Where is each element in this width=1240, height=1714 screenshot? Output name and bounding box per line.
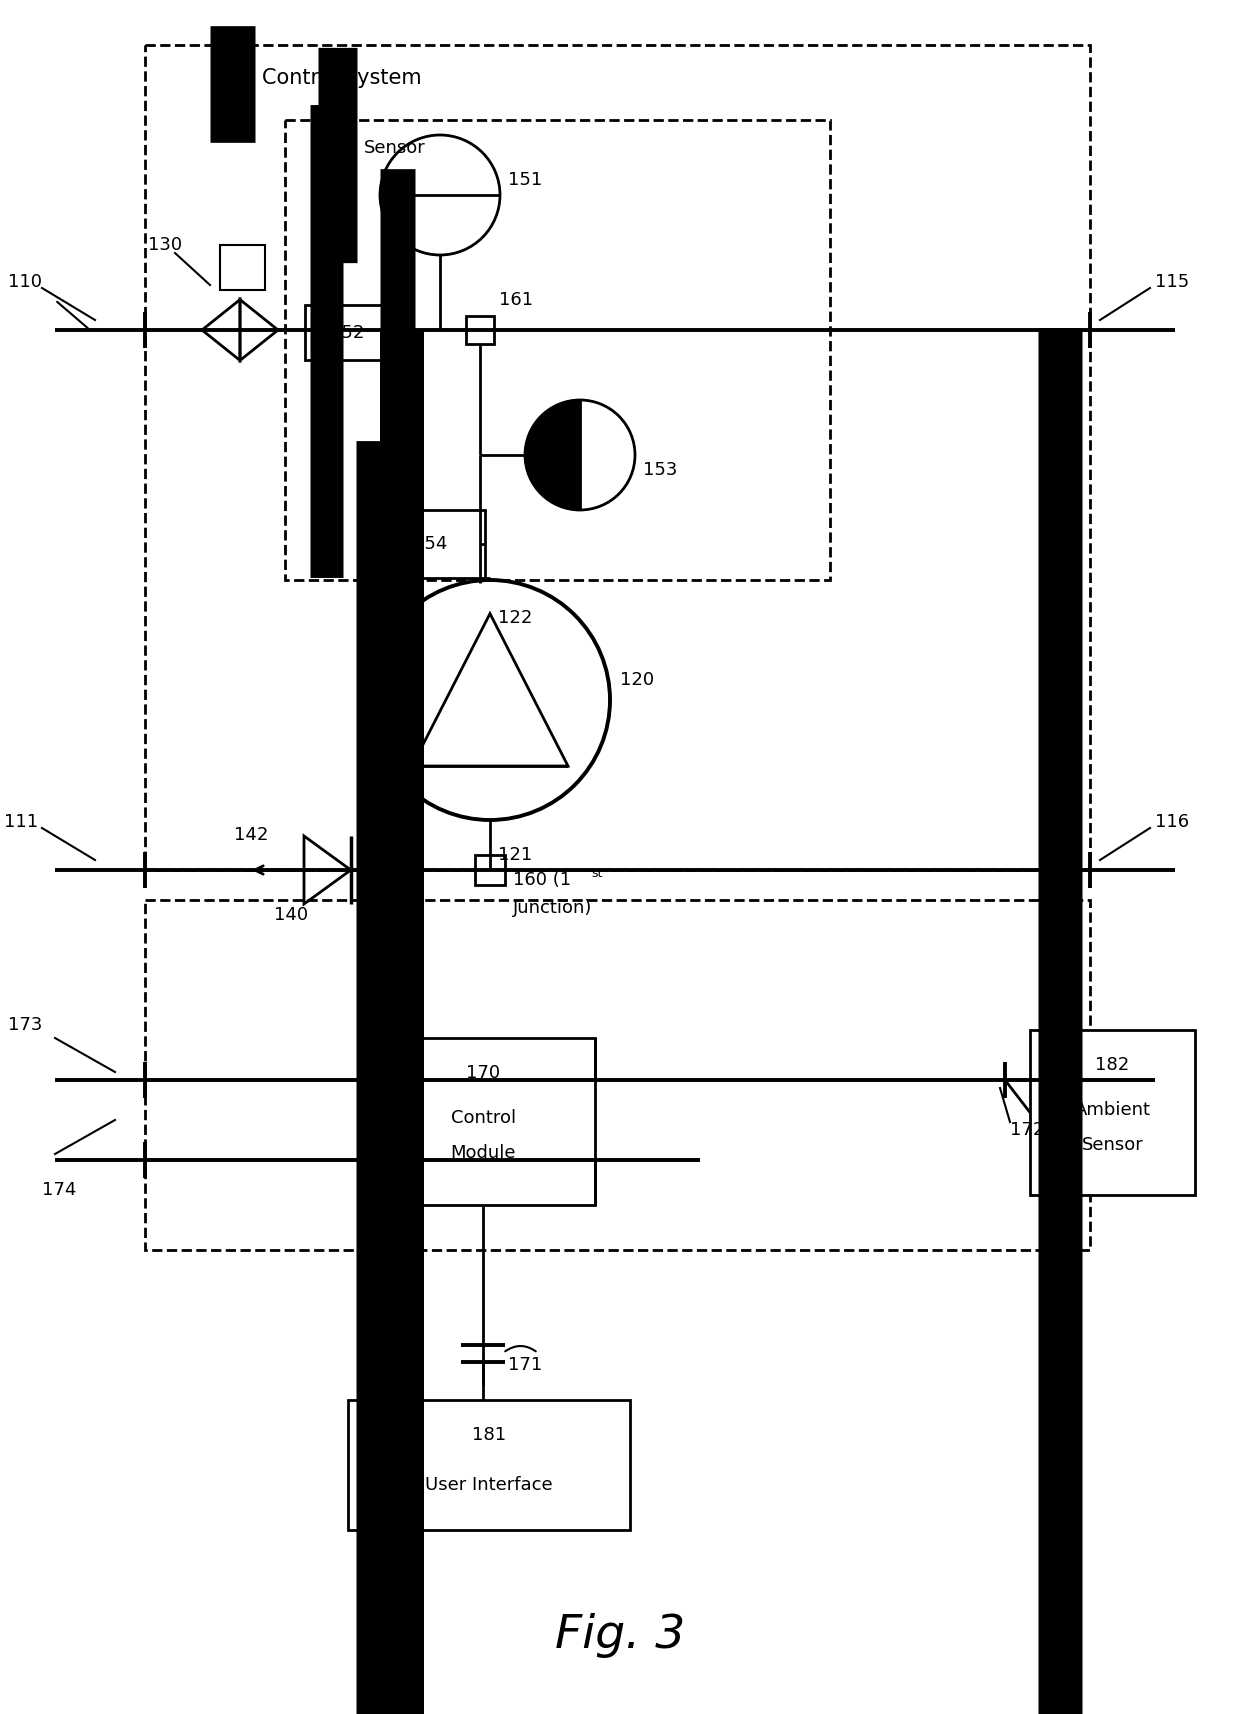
Text: 120: 120	[620, 670, 655, 689]
Bar	[285, 120, 830, 579]
Bar	[372, 1039, 595, 1205]
Text: 141: 141	[356, 811, 391, 830]
Text: 181: 181	[472, 1426, 506, 1443]
Text: 161: 161	[498, 291, 533, 309]
Text: User Interface: User Interface	[425, 1476, 553, 1495]
Circle shape	[525, 399, 635, 511]
Circle shape	[370, 579, 610, 819]
Bar	[145, 900, 1090, 1250]
Text: 140: 140	[274, 907, 308, 924]
Text: 154: 154	[413, 535, 448, 554]
Text: Sensor: Sensor	[1081, 1136, 1143, 1154]
Text: 121: 121	[498, 847, 532, 864]
Text: 151: 151	[508, 171, 542, 189]
Text: 153: 153	[644, 461, 677, 478]
Text: Ambient: Ambient	[1075, 1100, 1151, 1119]
Text: 171: 171	[508, 1356, 542, 1375]
Text: 170: 170	[466, 1064, 501, 1082]
Text: 111: 111	[4, 812, 38, 831]
Bar	[374, 511, 485, 578]
Text: 110: 110	[7, 273, 42, 291]
Bar	[475, 855, 505, 884]
Text: 152: 152	[330, 324, 365, 341]
Text: Control: Control	[451, 1109, 516, 1128]
Text: 160 (1: 160 (1	[513, 871, 572, 890]
Bar	[305, 305, 391, 360]
Polygon shape	[525, 399, 580, 511]
Text: 182: 182	[1095, 1056, 1130, 1075]
Text: st: st	[591, 867, 603, 879]
Text: 142: 142	[234, 826, 268, 843]
Text: 116: 116	[1154, 812, 1189, 831]
Text: Control System: Control System	[262, 69, 422, 87]
Bar	[145, 45, 1090, 871]
Bar	[466, 315, 494, 345]
Text: 122: 122	[498, 608, 532, 627]
Bar	[1030, 1030, 1195, 1195]
Text: 115: 115	[1154, 273, 1189, 291]
Text: 150: 150	[317, 139, 352, 158]
Text: 130: 130	[148, 237, 182, 254]
Text: Module: Module	[451, 1143, 516, 1162]
Bar	[219, 245, 265, 290]
Circle shape	[379, 135, 500, 255]
Bar	[348, 1400, 630, 1531]
Text: 174: 174	[42, 1181, 77, 1200]
Text: Sensor: Sensor	[365, 139, 425, 158]
Text: 173: 173	[7, 1016, 42, 1034]
Text: Junction): Junction)	[513, 900, 593, 917]
Text: 103: 103	[210, 69, 249, 87]
Text: 172: 172	[1011, 1121, 1044, 1140]
Text: Fig. 3: Fig. 3	[554, 1613, 686, 1657]
